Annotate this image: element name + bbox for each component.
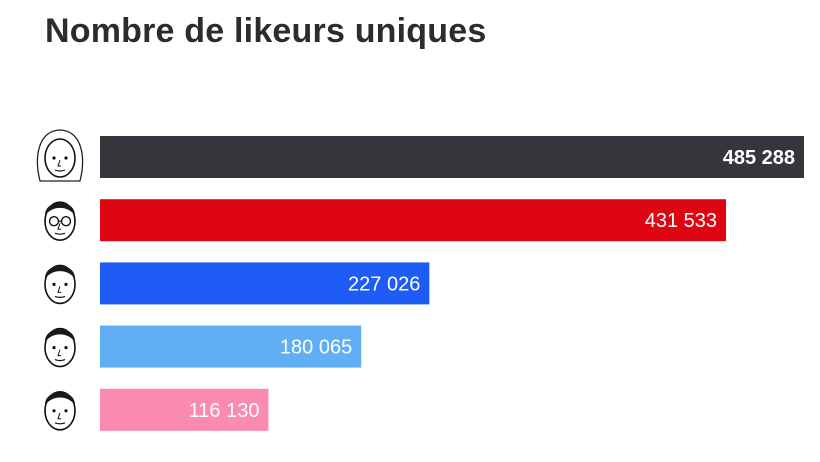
caricature-icon-1 bbox=[36, 129, 84, 182]
caricature-icon-5 bbox=[44, 390, 76, 431]
bar-value-label-5: 116 130 bbox=[189, 400, 260, 422]
bar-3 bbox=[100, 262, 430, 305]
caricature-icon-2 bbox=[44, 201, 76, 241]
bar-value-label-4: 180 065 bbox=[280, 337, 352, 359]
caricature-icon-4 bbox=[44, 327, 76, 368]
bar-value-label-3: 227 026 bbox=[348, 273, 420, 295]
caricature-icon-3 bbox=[44, 264, 76, 305]
bar-value-label-2: 431 533 bbox=[645, 210, 717, 232]
bar-4 bbox=[100, 325, 362, 368]
chart-title: Nombre de likeurs uniques bbox=[45, 12, 487, 50]
bar-value-label-1: 485 288 bbox=[723, 147, 795, 169]
bar-1 bbox=[100, 136, 804, 178]
bar-5 bbox=[100, 388, 269, 431]
bar-2 bbox=[100, 199, 727, 242]
labels-group: 485 288 431 533 227 026 180 065 116 130 bbox=[189, 147, 795, 422]
avatars-group bbox=[36, 129, 84, 431]
bars-group bbox=[100, 136, 804, 431]
